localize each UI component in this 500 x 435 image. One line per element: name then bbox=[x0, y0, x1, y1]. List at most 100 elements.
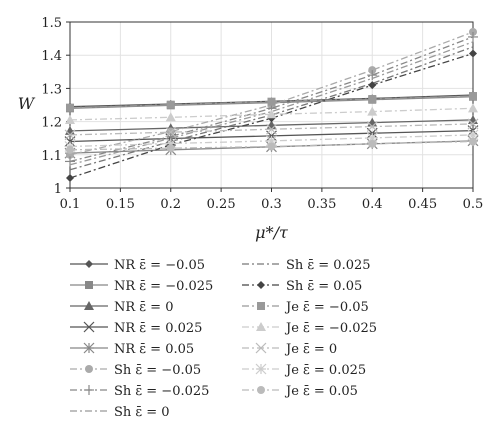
data-point bbox=[65, 114, 75, 124]
data-point bbox=[85, 260, 93, 268]
data-point bbox=[83, 321, 95, 333]
y-tick-label: 1.3 bbox=[41, 82, 62, 97]
y-axis-label: W bbox=[18, 94, 36, 113]
data-point bbox=[166, 100, 175, 109]
legend-label: Sh ε̄ = 0.025 bbox=[286, 258, 371, 273]
data-point bbox=[368, 81, 377, 90]
data-point bbox=[266, 123, 277, 135]
data-point bbox=[85, 281, 93, 289]
legend-label: Je ε̄ = −0.05 bbox=[284, 300, 369, 315]
legend: NR ε̄ = −0.05 NR ε̄ = −0.025 NR ε̄ = 0 NR ε… bbox=[70, 258, 377, 420]
data-point bbox=[165, 112, 176, 122]
x-tick-label: 0.4 bbox=[362, 197, 383, 212]
series-line bbox=[69, 46, 474, 171]
series-14 bbox=[64, 129, 479, 152]
data-point bbox=[257, 386, 265, 394]
data-point bbox=[166, 144, 175, 153]
data-point bbox=[165, 126, 177, 138]
data-point bbox=[469, 92, 477, 101]
legend-label: NR ε̄ = −0.025 bbox=[114, 279, 213, 294]
legend-entry: Je ε̄ = 0.05 bbox=[242, 384, 358, 399]
data-point bbox=[83, 342, 95, 354]
legend-entry: Sh ε̄ = −0.025 bbox=[70, 384, 209, 399]
legend-label: Sh ε̄ = 0 bbox=[114, 405, 170, 420]
series-10 bbox=[66, 49, 477, 183]
series-8 bbox=[69, 41, 474, 166]
legend-entry: Je ε̄ = 0 bbox=[242, 342, 337, 357]
legend-label: Je ε̄ = 0 bbox=[284, 342, 337, 357]
series-line bbox=[69, 31, 474, 156]
data-point bbox=[367, 70, 378, 81]
series-line bbox=[69, 36, 474, 163]
y-tick-label: 1.1 bbox=[41, 149, 62, 164]
data-point bbox=[257, 302, 265, 310]
x-tick-label: 0.45 bbox=[408, 197, 437, 212]
legend-label: Je ε̄ = 0.05 bbox=[284, 384, 358, 399]
data-point bbox=[255, 342, 267, 354]
data-point bbox=[85, 365, 93, 373]
x-axis-label: μ*/τ bbox=[255, 223, 289, 242]
series-9 bbox=[69, 46, 474, 171]
series-15 bbox=[66, 137, 477, 154]
legend-entry: Sh ε̄ = 0.05 bbox=[242, 279, 362, 294]
legend-label: Je ε̄ = 0.025 bbox=[284, 363, 366, 378]
data-point bbox=[256, 322, 266, 331]
data-point bbox=[84, 385, 94, 395]
data-point bbox=[266, 109, 277, 119]
data-point bbox=[66, 103, 74, 112]
x-tick-label: 0.25 bbox=[207, 197, 236, 212]
legend-label: Sh ε̄ = −0.05 bbox=[114, 363, 201, 378]
data-point bbox=[267, 142, 276, 151]
y-tick-label: 1.5 bbox=[41, 16, 62, 31]
y-tick-label: 1.2 bbox=[41, 116, 62, 131]
x-tick-label: 0.35 bbox=[307, 197, 336, 212]
data-point bbox=[65, 156, 75, 167]
legend-label: NR ε̄ = −0.05 bbox=[114, 258, 205, 273]
legend-entry: NR ε̄ = 0 bbox=[70, 300, 173, 315]
x-tick-label: 0.15 bbox=[106, 197, 135, 212]
y-tick-label: 1.4 bbox=[41, 49, 62, 64]
data-point bbox=[66, 145, 74, 154]
legend-label: NR ε̄ = 0 bbox=[114, 300, 173, 315]
legend-label: Sh ε̄ = 0.05 bbox=[286, 279, 362, 294]
series-layer bbox=[64, 27, 479, 183]
y-axis: 1 1.1 1.2 1.3 1.4 1.5 bbox=[41, 16, 70, 197]
legend-entry: Sh ε̄ = −0.05 bbox=[70, 363, 201, 378]
legend-entry: Je ε̄ = 0.025 bbox=[242, 363, 366, 378]
data-point bbox=[368, 139, 377, 148]
data-point bbox=[366, 121, 378, 133]
data-point bbox=[366, 132, 378, 144]
x-tick-label: 0.1 bbox=[60, 197, 81, 212]
data-point bbox=[467, 118, 479, 130]
legend-label: Sh ε̄ = −0.025 bbox=[114, 384, 209, 399]
data-point bbox=[368, 95, 377, 104]
legend-entry: Je ε̄ = −0.025 bbox=[242, 321, 377, 336]
legend-entry: Sh ε̄ = 0 bbox=[70, 405, 170, 420]
legend-label: NR ε̄ = 0.05 bbox=[114, 342, 194, 357]
x-tick-label: 0.5 bbox=[463, 197, 484, 212]
data-point bbox=[84, 301, 94, 310]
data-point bbox=[468, 31, 478, 42]
x-tick-label: 0.3 bbox=[261, 197, 282, 212]
data-point bbox=[266, 135, 277, 147]
legend-entry: NR ε̄ = −0.05 bbox=[70, 258, 205, 273]
legend-entry: Sh ε̄ = 0.025 bbox=[242, 258, 371, 273]
data-point bbox=[267, 97, 276, 106]
data-point bbox=[64, 129, 76, 141]
x-tick-label: 0.2 bbox=[160, 197, 181, 212]
data-point bbox=[66, 174, 74, 183]
series-line bbox=[69, 41, 474, 166]
legend-label: Je ε̄ = −0.025 bbox=[284, 321, 377, 336]
data-point bbox=[469, 137, 477, 146]
series-13 bbox=[64, 118, 479, 141]
y-tick-label: 1 bbox=[54, 182, 62, 197]
series-11 bbox=[66, 92, 477, 112]
legend-entry: NR ε̄ = 0.05 bbox=[70, 342, 194, 357]
data-point bbox=[367, 106, 378, 116]
data-point bbox=[469, 49, 477, 58]
x-axis: 0.1 0.15 0.2 0.25 0.3 0.35 0.4 0.45 0.5 bbox=[60, 188, 484, 212]
series-12 bbox=[65, 103, 478, 124]
data-point bbox=[255, 363, 267, 375]
legend-entry: NR ε̄ = 0.025 bbox=[70, 321, 202, 336]
